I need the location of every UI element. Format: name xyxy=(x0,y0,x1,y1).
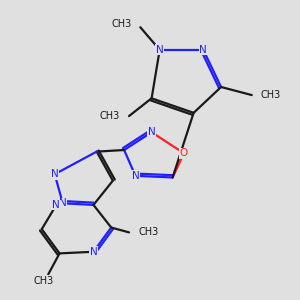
Text: O: O xyxy=(180,148,188,158)
Text: N: N xyxy=(90,247,97,257)
Text: CH3: CH3 xyxy=(100,111,120,121)
Text: N: N xyxy=(51,169,58,179)
Text: N: N xyxy=(59,198,67,208)
Text: CH3: CH3 xyxy=(33,276,53,286)
Text: N: N xyxy=(52,200,60,210)
Text: N: N xyxy=(200,45,207,55)
Text: CH3: CH3 xyxy=(261,90,281,100)
Text: N: N xyxy=(156,45,164,55)
Text: CH3: CH3 xyxy=(111,19,131,29)
Text: N: N xyxy=(132,171,139,181)
Text: CH3: CH3 xyxy=(138,227,158,237)
Text: N: N xyxy=(148,127,155,137)
